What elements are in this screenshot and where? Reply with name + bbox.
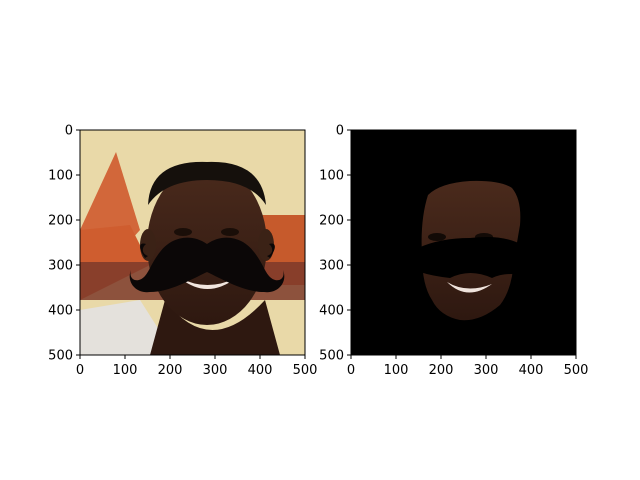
right-y-tick-label: 100 bbox=[319, 169, 344, 184]
left-x-tick-label: 200 bbox=[158, 363, 183, 378]
right-x-tick-label: 400 bbox=[519, 363, 544, 378]
right-y-tick-label: 300 bbox=[319, 259, 344, 274]
right-eye bbox=[221, 228, 239, 236]
left-x-tick-label: 100 bbox=[113, 363, 138, 378]
right-y-tick-label: 0 bbox=[336, 124, 344, 139]
right-y-tick-label: 400 bbox=[319, 304, 344, 319]
left-x-tick-label: 0 bbox=[76, 363, 84, 378]
mask-speck bbox=[413, 235, 419, 241]
left-eye bbox=[174, 228, 192, 236]
left-x-tick-label: 400 bbox=[248, 363, 273, 378]
right-image-panel bbox=[351, 130, 576, 355]
right-x-tick-label: 300 bbox=[474, 363, 499, 378]
right-y-tick-label: 200 bbox=[319, 214, 344, 229]
left-y-tick-label: 500 bbox=[48, 349, 73, 364]
right-x-tick-label: 100 bbox=[384, 363, 409, 378]
right-x-tick-label: 0 bbox=[347, 363, 355, 378]
left-x-tick-label: 500 bbox=[293, 363, 318, 378]
right-x-tick-label: 200 bbox=[429, 363, 454, 378]
mask-left-eye bbox=[428, 233, 446, 241]
left-y-tick-label: 100 bbox=[48, 169, 73, 184]
left-y-tick-label: 300 bbox=[48, 259, 73, 274]
left-image-panel bbox=[80, 130, 305, 355]
left-y-tick-label: 200 bbox=[48, 214, 73, 229]
right-x-tick-label: 500 bbox=[564, 363, 589, 378]
left-x-tick-label: 300 bbox=[203, 363, 228, 378]
left-y-tick-label: 0 bbox=[65, 124, 73, 139]
right-y-tick-label: 500 bbox=[319, 349, 344, 364]
mask-mustache-region bbox=[418, 237, 524, 278]
left-y-tick-label: 400 bbox=[48, 304, 73, 319]
